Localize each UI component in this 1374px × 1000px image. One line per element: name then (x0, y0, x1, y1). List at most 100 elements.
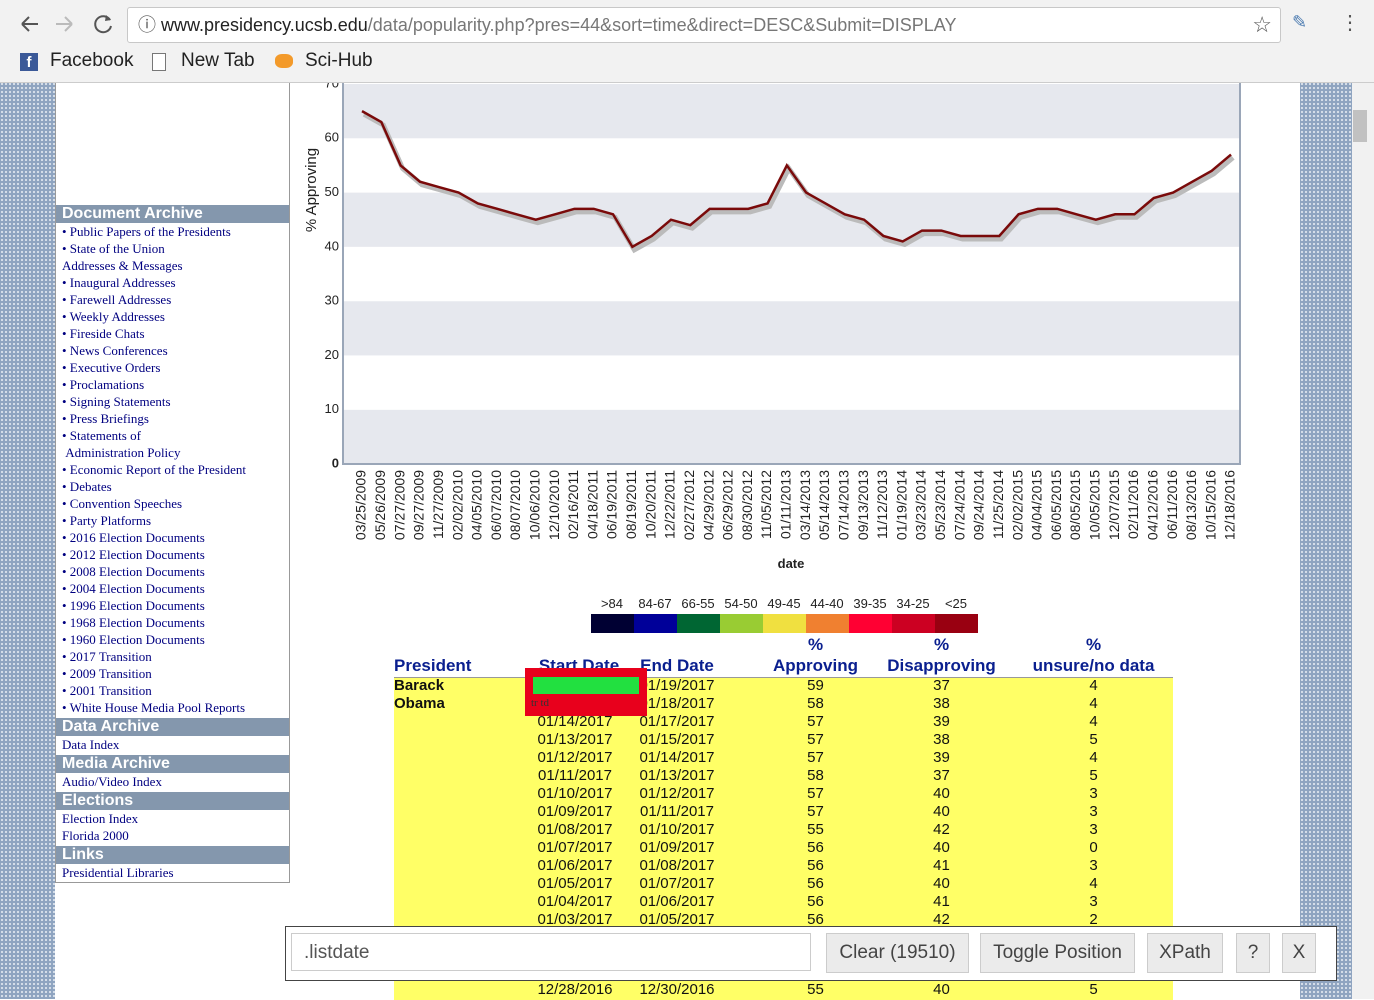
x-tick-label: 05/23/2014 (932, 470, 948, 540)
nav-link[interactable]: • 1996 Election Documents (62, 598, 205, 613)
nav-link[interactable]: • Executive Orders (62, 360, 161, 375)
x-tick-label: 06/19/2011 (604, 470, 620, 539)
bookmark[interactable]: New Tab (181, 50, 255, 71)
nav-link[interactable]: • 2009 Transition (62, 666, 152, 681)
nav-link[interactable]: • Fireside Chats (62, 326, 145, 341)
nav-link[interactable]: • Public Papers of the Presidents (62, 224, 231, 239)
nav-link[interactable]: • State of the Union (62, 241, 165, 256)
nav-link[interactable]: • 1960 Election Documents (62, 632, 205, 647)
nav-link[interactable]: • 2004 Election Documents (62, 581, 205, 596)
table-cell: 01/09/2017 (537, 803, 613, 820)
toolbar-button[interactable]: ? (1236, 933, 1270, 973)
x-tick-label: 04/12/2016 (1144, 470, 1160, 540)
grid-band (343, 409, 1240, 464)
x-tick-label: 02/02/2015 (1009, 470, 1025, 540)
table-cell: 01/11/2017 (640, 803, 714, 820)
y-tick-label: 20 (325, 347, 339, 362)
toolbar-button[interactable]: XPath (1147, 933, 1223, 973)
table-cell: 3 (1089, 893, 1098, 910)
nav-link[interactable]: • 2017 Transition (62, 649, 152, 664)
table-cell: 58 (807, 695, 824, 712)
table-cell: 01/06/2017 (537, 857, 613, 874)
scale-swatch (935, 614, 978, 633)
nav-link[interactable]: • 2001 Transition (62, 683, 152, 698)
address-bar[interactable]: ⓘ www.presidency.ucsb.edu/data/popularit… (127, 7, 1281, 43)
nav-link[interactable]: Audio/Video Index (62, 774, 162, 789)
nav-link[interactable]: • Party Platforms (62, 513, 152, 528)
nav-link[interactable]: • White House Media Pool Reports (62, 700, 246, 715)
table-cell: 39 (933, 749, 950, 766)
x-tick-label: 02/16/2011 (565, 470, 581, 539)
nav-link[interactable]: • Proclamations (62, 377, 145, 392)
url-host: www.presidency.ucsb.edu (161, 15, 368, 35)
nav-link[interactable]: Presidential Libraries (62, 865, 174, 880)
hover-label: tr td (531, 697, 550, 709)
nav-link[interactable]: • 2016 Election Documents (62, 530, 205, 545)
x-tick-label: 06/05/2015 (1048, 470, 1064, 540)
x-tick-label: 05/14/2013 (816, 470, 832, 540)
table-cell: 01/19/2017 (639, 677, 715, 694)
toolbar-button[interactable]: Toggle Position (980, 933, 1135, 973)
nav-link[interactable]: Election Index (62, 811, 139, 826)
nav-link[interactable]: • News Conferences (62, 343, 168, 358)
nav-link[interactable]: Addresses & Messages (62, 258, 183, 273)
nav-link[interactable]: • Convention Speeches (62, 496, 183, 511)
toolbar-button[interactable]: Clear (19510) (826, 933, 969, 973)
table-cell: 56 (807, 893, 824, 910)
table-cell: 58 (807, 767, 824, 784)
scale-label: >84 (601, 596, 623, 611)
table-cell: 55 (807, 981, 824, 998)
x-tick-label: 05/26/2009 (372, 470, 388, 540)
x-tick-label: 12/18/2016 (1222, 470, 1238, 540)
nav-link[interactable]: • Debates (62, 479, 112, 494)
nav-link[interactable]: Florida 2000 (62, 828, 129, 843)
nav-link[interactable]: • 1968 Election Documents (62, 615, 205, 630)
x-tick-label: 09/13/2013 (855, 470, 871, 540)
table-cell: 40 (933, 803, 950, 820)
table-cell: 37 (933, 767, 950, 784)
x-tick-label: 02/02/2010 (449, 470, 465, 540)
x-tick-label: 04/29/2012 (700, 470, 716, 540)
nav-link[interactable]: • Press Briefings (62, 411, 149, 426)
x-tick-label: 04/04/2015 (1029, 470, 1045, 540)
x-tick-label: 08/07/2010 (507, 470, 523, 540)
grid-band (343, 301, 1240, 356)
table-cell: 4 (1089, 875, 1098, 892)
nav-link[interactable]: Data Index (62, 737, 120, 752)
nav-link[interactable]: • Farewell Addresses (62, 292, 172, 307)
table-cell: 38 (933, 695, 950, 712)
nav-link[interactable]: • 2012 Election Documents (62, 547, 205, 562)
x-tick-label: 07/27/2009 (391, 470, 407, 540)
x-tick-label: 06/07/2010 (488, 470, 504, 540)
url-path: /data/popularity.php?pres=44&sort=time&d… (367, 15, 957, 35)
table-cell: 01/12/2017 (639, 785, 715, 802)
column-header-percent: % (933, 635, 950, 654)
table-cell: 12/30/2016 (639, 981, 715, 998)
nav-link[interactable]: • Inaugural Addresses (62, 275, 176, 290)
nav-link[interactable]: • Economic Report of the President (62, 462, 246, 477)
toolbar-button[interactable]: X (1282, 933, 1316, 973)
x-tick-label: 11/05/2012 (758, 470, 774, 539)
bookmark[interactable]: Facebook (50, 50, 134, 71)
selector-toolbar: .listdate Clear (19510) Toggle Position XP… (285, 926, 1337, 981)
nav-link[interactable]: • 2008 Election Documents (62, 564, 205, 579)
table-cell: 3 (1089, 785, 1098, 802)
table-cell: 01/18/2017 (639, 695, 715, 712)
nav-link[interactable]: • Weekly Addresses (62, 309, 165, 324)
table-cell: 01/03/2017 (537, 911, 613, 928)
nav-link[interactable]: • Statements of (62, 428, 141, 443)
table-cell: 57 (807, 785, 824, 802)
selector-input[interactable]: .listdate (291, 933, 811, 971)
x-tick-label: 11/25/2014 (990, 470, 1006, 539)
scale-swatch (763, 614, 806, 633)
nav-link[interactable]: Administration Policy (62, 445, 181, 460)
x-tick-label: 06/11/2016 (1164, 470, 1180, 539)
scrollbar[interactable] (1352, 82, 1374, 999)
nav-link[interactable]: • Signing Statements (62, 394, 171, 409)
bookmark[interactable]: Sci-Hub (305, 50, 373, 71)
y-tick-label: 10 (325, 401, 339, 416)
scale-label: <25 (945, 596, 967, 611)
x-tick-label: 09/27/2009 (411, 470, 427, 540)
table-cell: 5 (1089, 767, 1098, 784)
